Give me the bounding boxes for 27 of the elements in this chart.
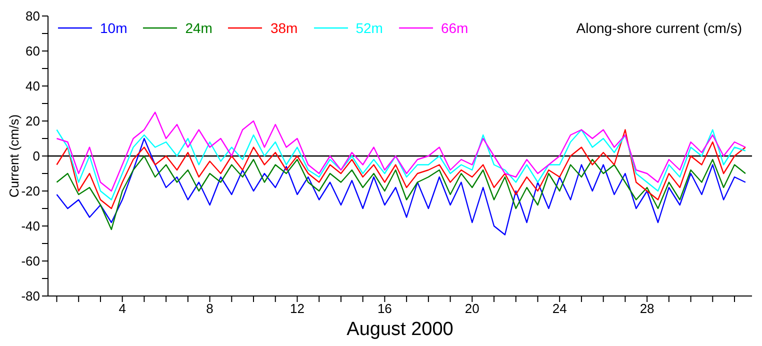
y-tick-label: -20: [21, 184, 40, 199]
y-tick-label: -80: [21, 288, 40, 304]
x-tick-label: 16: [377, 301, 392, 316]
chart-title: Along-shore current (cm/s): [576, 20, 742, 36]
line-series: [56, 112, 746, 192]
x-tick-label: 12: [290, 301, 304, 316]
y-tick-label: 20: [26, 114, 40, 129]
y-tick-label: -40: [21, 218, 40, 234]
legend-label: 66m: [440, 20, 468, 36]
line-series: [56, 138, 746, 236]
y-axis-title: Current (cm/s): [6, 114, 22, 198]
y-tick-label: 80: [26, 8, 40, 24]
legend-label: 10m: [100, 20, 128, 36]
legend-label: 52m: [356, 20, 383, 36]
y-tick-label: 0: [32, 148, 40, 164]
x-tick-label: 28: [640, 301, 654, 316]
legend-label: 24m: [185, 20, 212, 36]
x-tick-label: 8: [206, 301, 214, 316]
legend-label: 38m: [270, 20, 298, 36]
x-tick-label: 20: [464, 301, 480, 316]
x-axis-title: August 2000: [346, 319, 454, 340]
y-tick-label: 60: [26, 44, 40, 59]
x-tick-label: 4: [118, 301, 126, 316]
x-tick-label: 24: [552, 301, 567, 316]
y-tick-label: -60: [21, 254, 40, 269]
y-tick-label: 40: [26, 78, 40, 94]
line-series: [56, 155, 746, 230]
